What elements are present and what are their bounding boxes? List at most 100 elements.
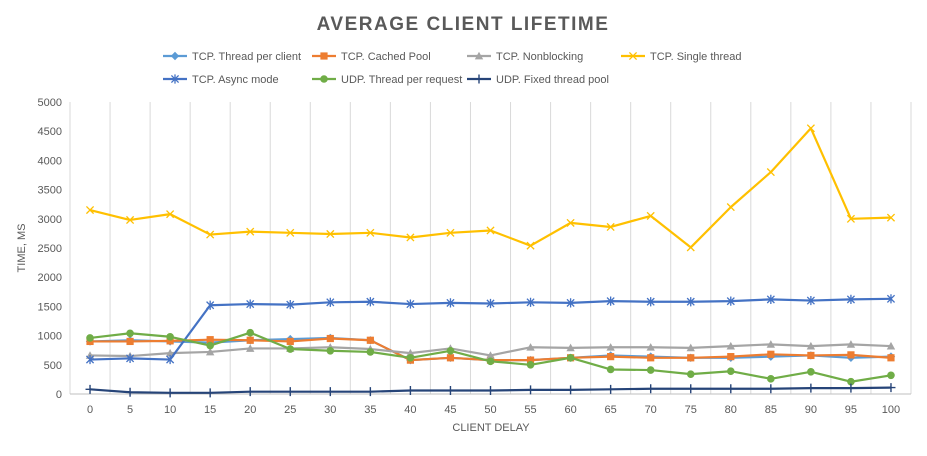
legend-entry: TCP. Async mode [163,74,279,86]
data-point [446,228,455,237]
y-tick-label: 4500 [38,126,62,138]
x-tick-label: 90 [805,404,817,416]
x-tick-label: 30 [324,404,336,416]
data-point [166,332,174,341]
data-point [126,353,135,363]
x-tick-label: 40 [404,404,416,416]
data-point [406,348,415,357]
gridlines [69,102,912,394]
x-tick-label: 0 [87,404,93,416]
data-point [486,351,495,359]
data-point [166,210,175,219]
data-point [887,354,895,362]
data-point [566,343,575,352]
data-point [165,388,175,398]
data-point [286,300,295,310]
legend-label: TCP. Cached Pool [341,51,431,63]
data-point [405,385,415,395]
data-point [406,299,415,309]
data-point [846,383,856,393]
data-point [726,367,735,376]
data-point [206,336,214,344]
x-tick-label: 65 [605,404,617,416]
data-point [646,366,655,374]
data-point [886,341,896,350]
series-udp-thread-per-request [86,328,895,386]
x-tick-label: 55 [524,404,536,416]
data-point [766,384,776,394]
data-point [566,218,575,227]
data-point [246,299,255,309]
data-point [326,334,334,343]
data-point [126,215,135,225]
legend-entry: UDP. Thread per request [312,74,462,86]
data-point [726,341,735,350]
y-tick-label: 2500 [38,243,62,255]
y-tick-label: 3000 [38,214,62,226]
data-point [366,228,375,237]
x-tick-label: 20 [244,404,256,416]
data-point [646,211,655,220]
legend-entry: TCP. Single thread [621,51,742,63]
x-tick-label: 85 [765,404,777,416]
data-point [126,329,134,338]
data-point [766,168,775,177]
y-tick-label: 1000 [38,331,62,343]
data-point [286,228,295,237]
data-point [126,337,134,346]
data-point [807,368,815,376]
data-point [646,343,655,351]
data-point [326,297,335,307]
data-point [206,230,215,239]
y-tick-label: 500 [44,360,62,372]
legend-label: TCP. Single thread [650,51,742,63]
y-tick-label: 4000 [38,155,62,167]
data-point [686,384,696,394]
data-point [687,354,695,362]
data-point [85,205,95,215]
data-point [846,214,855,223]
series-udp-fixed-thread-pool [85,383,896,398]
data-point [170,74,180,84]
legend-label: UDP. Thread per request [341,74,462,86]
legend-entry: TCP. Cached Pool [312,51,431,63]
x-tick-label: 80 [725,404,737,416]
legend-label: UDP. Fixed thread pool [496,74,609,86]
data-point [686,370,695,378]
data-point [366,297,375,307]
x-tick-label: 75 [685,404,697,416]
data-point [526,343,535,351]
data-point [766,294,775,304]
y-tick-label: 0 [56,389,62,401]
data-point [566,298,575,308]
x-tick-label: 50 [484,404,496,416]
data-point [646,297,655,307]
data-point [286,345,295,353]
data-point [366,348,375,356]
legend-entry: UDP. Fixed thread pool [467,74,609,86]
data-point [526,297,535,307]
data-point [807,351,815,360]
data-point [446,298,455,308]
data-point [165,348,175,357]
legend-label: TCP. Nonblocking [496,51,583,63]
data-point [206,300,215,310]
x-tick-label: 5 [127,404,133,416]
data-point [886,294,896,304]
data-point [606,365,615,374]
data-point [474,74,484,84]
data-point [526,361,535,369]
data-point [726,296,735,306]
x-axis-title: CLIENT DELAY [452,422,530,434]
x-tick-label: 15 [204,404,216,416]
data-point [887,371,895,380]
data-point [326,346,335,355]
data-point [647,354,655,362]
data-point [285,387,295,397]
data-point [886,213,896,222]
data-point [566,353,575,362]
data-point [245,387,255,397]
data-point [446,346,455,355]
